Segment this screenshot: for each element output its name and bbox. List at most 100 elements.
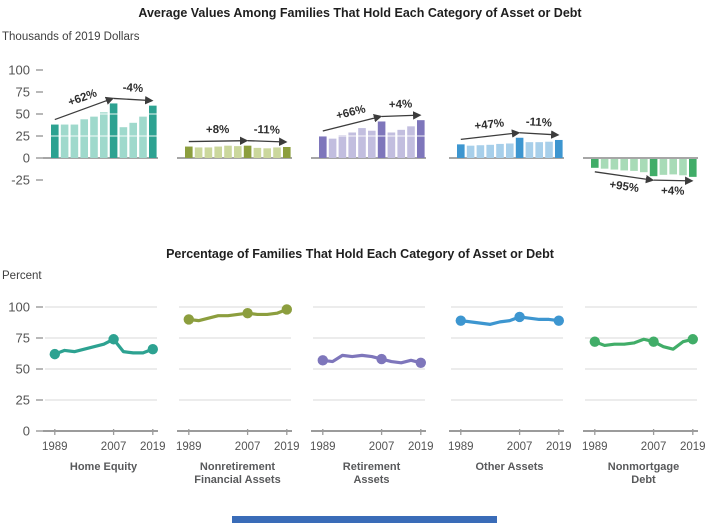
change-arrow bbox=[54, 96, 115, 121]
bar bbox=[640, 159, 648, 173]
bar bbox=[679, 159, 687, 176]
bar bbox=[139, 116, 147, 158]
data-point-marker bbox=[147, 343, 158, 355]
bar bbox=[525, 142, 534, 158]
bottom-y-tick-label: 50 bbox=[16, 362, 30, 377]
bar bbox=[185, 146, 193, 158]
bar bbox=[610, 159, 619, 170]
x-tick-label: 2007 bbox=[101, 441, 127, 453]
bar bbox=[348, 132, 356, 158]
bar bbox=[129, 122, 137, 158]
change-arrow bbox=[460, 129, 521, 141]
data-point-marker bbox=[317, 355, 328, 366]
bar bbox=[659, 159, 668, 175]
data-point-marker bbox=[455, 315, 466, 326]
bar bbox=[263, 148, 271, 158]
data-point-marker bbox=[553, 315, 564, 326]
top-y-tick-label: 0 bbox=[23, 151, 30, 166]
x-tick-label: 2019 bbox=[140, 441, 166, 453]
change-arrow bbox=[381, 111, 422, 120]
x-tick-label: 2007 bbox=[235, 441, 261, 453]
category-label-other-assets: Other Assets bbox=[475, 461, 544, 473]
category-label-nonmortgage-debt: Nonmortgage Debt bbox=[607, 461, 680, 486]
bar bbox=[194, 147, 203, 158]
bar bbox=[545, 141, 553, 158]
bottom-y-tick-label: 25 bbox=[16, 393, 30, 408]
top-unit-label: Thousands of 2019 Dollars bbox=[2, 31, 140, 43]
top-y-tick-label: 25 bbox=[16, 129, 30, 144]
bar bbox=[243, 145, 252, 158]
bar bbox=[338, 135, 347, 158]
data-point-marker bbox=[514, 311, 525, 323]
bar bbox=[100, 112, 108, 158]
bar bbox=[109, 103, 118, 158]
x-tick-label: 1989 bbox=[42, 441, 68, 453]
line-chart-nonretirement-financial-assets: 1989 2007 2019 bbox=[176, 304, 300, 453]
category-label-nonretirement-financial-assets: Nonretirement Financial Assets bbox=[194, 461, 281, 486]
bar bbox=[319, 136, 327, 158]
trend-line bbox=[593, 337, 695, 351]
top-y-tick-label: 50 bbox=[16, 107, 30, 122]
trend-line bbox=[53, 337, 155, 356]
bar bbox=[70, 124, 79, 158]
bar bbox=[377, 121, 386, 158]
x-tick-label: 1989 bbox=[310, 441, 336, 453]
bar bbox=[204, 147, 213, 158]
change-arrow bbox=[188, 136, 249, 146]
line-chart-home-equity: 1989 2007 2019 bbox=[42, 306, 166, 453]
x-tick-label: 1989 bbox=[176, 441, 202, 453]
x-tick-label: 2007 bbox=[369, 441, 395, 453]
bar bbox=[515, 137, 524, 158]
x-tick-label: 2007 bbox=[641, 441, 667, 453]
data-point-marker bbox=[281, 304, 292, 315]
bar-chart-nonmortgage-debt: +95% +4% bbox=[583, 113, 699, 198]
bottom-unit-label: Percent bbox=[2, 270, 42, 282]
data-point-marker bbox=[415, 357, 426, 368]
bottom-y-tick-label: 75 bbox=[16, 331, 30, 346]
data-point-marker bbox=[589, 336, 600, 347]
bottom-y-tick-label: 0 bbox=[23, 424, 30, 439]
pct-change-annotation: +8% bbox=[206, 124, 230, 136]
trend-line bbox=[459, 315, 561, 326]
bar bbox=[506, 143, 514, 158]
data-point-marker bbox=[108, 334, 119, 345]
bar bbox=[224, 145, 232, 158]
change-arrow bbox=[247, 137, 288, 146]
trend-line bbox=[321, 353, 423, 365]
x-tick-label: 2019 bbox=[274, 441, 300, 453]
bar bbox=[51, 124, 59, 158]
bar bbox=[397, 129, 405, 158]
bottom-line-panel: 100 75 50 25 0 1989 2007 2019 1989 2007 2019 1989 20… bbox=[8, 300, 705, 454]
bar bbox=[476, 145, 485, 158]
category-label-home-equity: Home Equity bbox=[69, 461, 138, 473]
data-point-marker bbox=[242, 308, 253, 319]
x-tick-label: 1989 bbox=[582, 441, 608, 453]
bar bbox=[358, 128, 366, 158]
bar bbox=[234, 146, 242, 158]
change-arrow bbox=[653, 176, 694, 185]
top-y-tick-label: 75 bbox=[16, 85, 30, 100]
bar bbox=[149, 105, 157, 158]
data-point-marker bbox=[49, 348, 60, 360]
data-point-marker bbox=[376, 353, 387, 365]
pct-change-annotation: -11% bbox=[525, 116, 552, 129]
bar bbox=[620, 159, 628, 171]
bar bbox=[328, 138, 337, 158]
pct-change-annotation: +66% bbox=[335, 103, 367, 122]
bar bbox=[457, 144, 465, 158]
bar bbox=[535, 142, 543, 158]
line-chart-nonmortgage-debt: 1989 2007 2019 bbox=[582, 306, 706, 453]
top-y-tick-label: -25 bbox=[11, 173, 30, 188]
bar-chart-nonretirement-financial-assets: +8% -11% bbox=[177, 113, 293, 159]
bottom-panel-title: Percentage of Families That Hold Each Ca… bbox=[166, 247, 554, 261]
data-point-marker bbox=[648, 336, 659, 347]
pct-change-annotation: -4% bbox=[122, 82, 143, 95]
bar bbox=[630, 159, 638, 171]
bar bbox=[60, 124, 69, 158]
pct-change-annotation: +4% bbox=[661, 185, 685, 197]
pct-change-annotation: +47% bbox=[474, 117, 505, 132]
bar-chart-home-equity: +62% -4% bbox=[43, 82, 159, 159]
bar bbox=[214, 146, 222, 158]
